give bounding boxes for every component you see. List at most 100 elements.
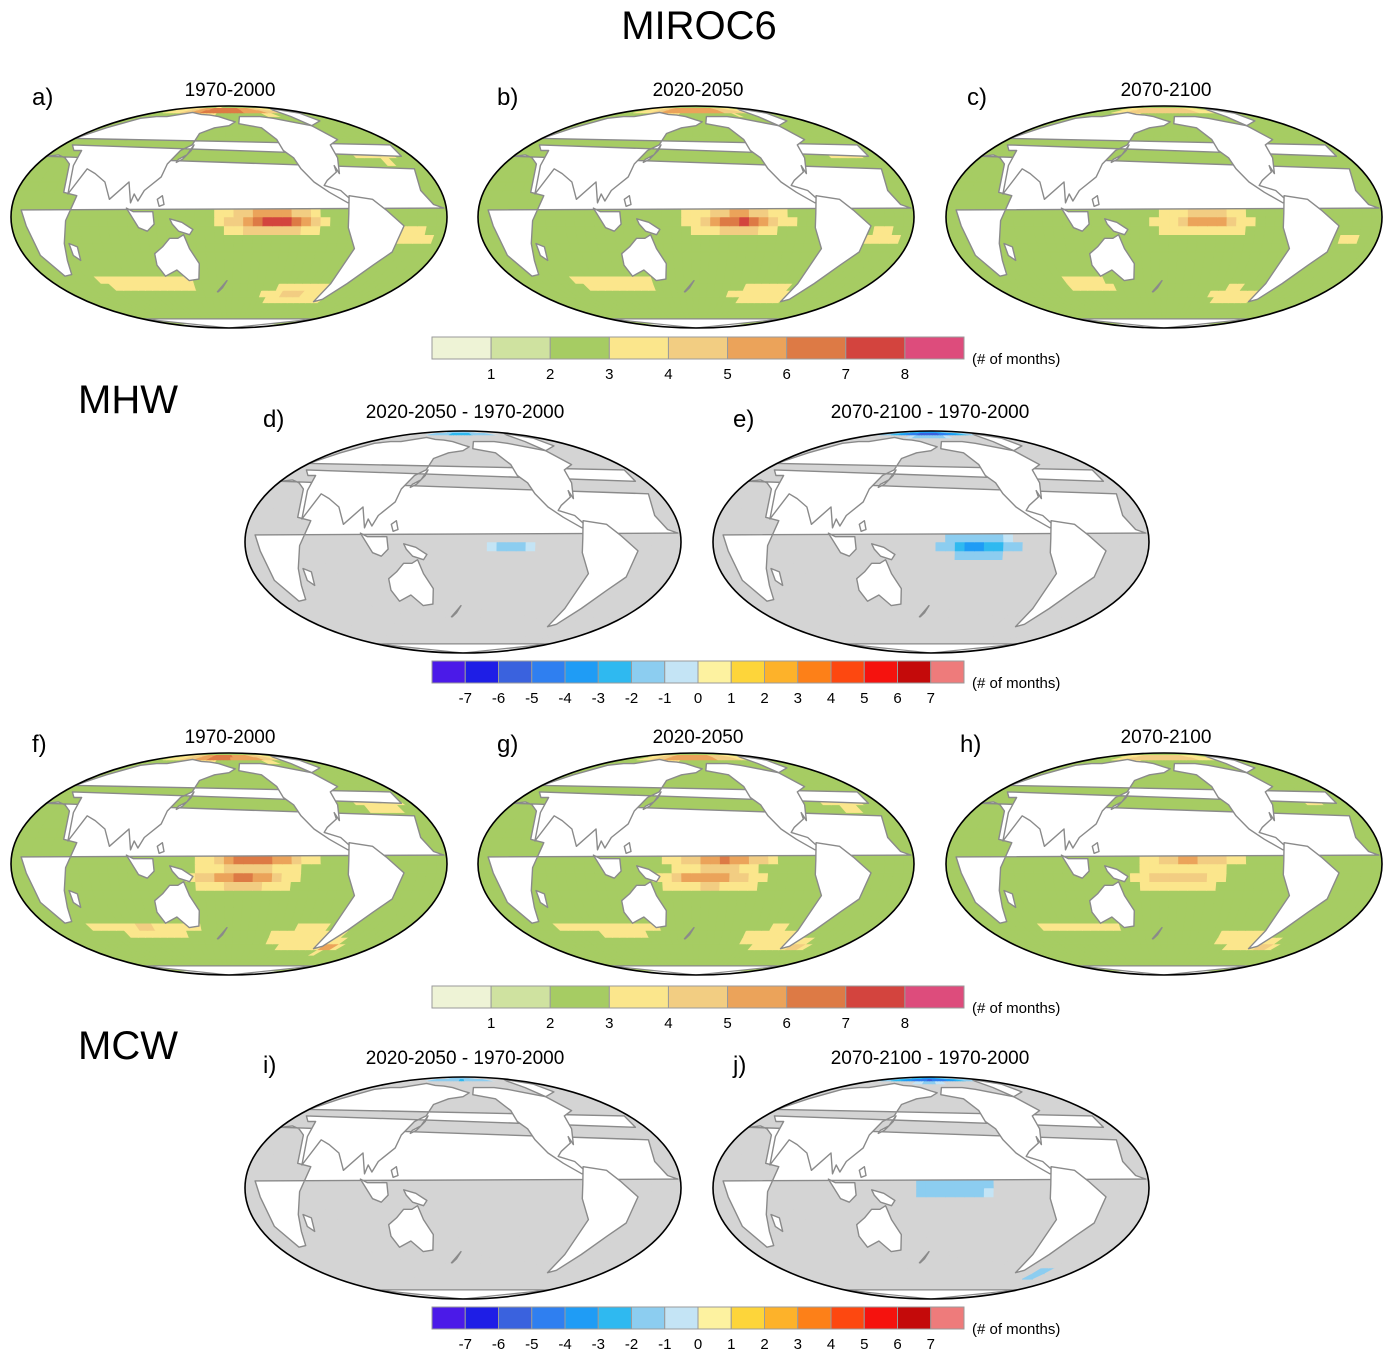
ocean-cell	[726, 251, 738, 261]
ocean-cell	[218, 130, 227, 138]
ocean-cell	[1004, 225, 1017, 235]
panel-h-letter: h)	[960, 731, 982, 758]
ocean-cell	[691, 260, 701, 269]
ocean-cell	[137, 234, 150, 244]
ocean-cell	[270, 243, 282, 253]
ocean-cell	[1146, 130, 1156, 138]
ocean-cell	[225, 302, 233, 309]
ocean-cell	[796, 225, 808, 235]
ocean-cell	[662, 243, 674, 253]
ocean-cell	[691, 268, 701, 277]
ocean-cell	[699, 260, 710, 269]
ocean-cell	[310, 216, 322, 227]
ocean-cell	[460, 637, 466, 643]
ocean-cell	[1265, 207, 1276, 218]
ocean-cell	[1361, 207, 1373, 218]
ocean-cell	[223, 243, 235, 253]
land-mass	[142, 318, 316, 328]
panel-f-letter: f)	[32, 731, 47, 758]
land-mass	[67, 111, 403, 204]
ocean-cell	[1133, 268, 1144, 277]
ocean-cell	[739, 216, 750, 227]
ocean-cell	[748, 225, 760, 235]
ocean-cell	[220, 308, 227, 314]
ocean-cell	[1194, 251, 1206, 261]
ocean-cell	[478, 207, 489, 218]
ocean-cell	[776, 225, 789, 235]
ocean-cell	[1143, 275, 1153, 284]
ocean-cell	[1178, 216, 1189, 227]
ocean-cell	[1160, 302, 1168, 309]
ocean-cell	[1342, 216, 1354, 227]
ocean-cell	[1236, 216, 1247, 227]
ocean-cell	[1150, 260, 1161, 269]
ocean-cell	[535, 216, 547, 227]
ocean-cell	[1144, 283, 1154, 291]
ocean-cell	[1134, 150, 1145, 159]
land-mass	[175, 144, 195, 164]
ocean-cell	[622, 216, 634, 227]
ocean-cell	[458, 608, 468, 616]
ocean-cell	[98, 225, 110, 235]
ocean-cell	[1003, 216, 1015, 227]
ocean-cell	[1176, 260, 1187, 269]
map-panel-d	[244, 430, 682, 654]
ocean-cell	[201, 283, 212, 291]
ocean-cell	[1159, 283, 1169, 291]
ocean-cell	[1371, 216, 1382, 227]
panel-d-period: 2020-2050 - 1970-2000	[365, 402, 565, 423]
ocean-cell	[681, 234, 692, 244]
ocean-cell	[194, 216, 206, 227]
ocean-cell	[1245, 216, 1257, 227]
ocean-cell	[662, 234, 673, 244]
land-mass	[238, 115, 354, 204]
figure-title: MIROC6	[621, 4, 777, 48]
ocean-cell	[994, 199, 1007, 209]
panel-c-period: 2070-2100	[1120, 80, 1212, 101]
section-label-mhw: MHW	[78, 378, 178, 422]
ocean-cell	[1342, 207, 1354, 218]
ocean-cell	[1156, 312, 1163, 318]
ocean-cell	[683, 150, 693, 159]
ocean-cell	[1265, 216, 1276, 227]
ocean-cell	[1243, 234, 1256, 244]
ocean-cell	[232, 275, 242, 284]
land-mass	[216, 279, 228, 293]
ocean-cell	[681, 243, 692, 253]
ocean-cell	[614, 234, 626, 244]
ocean-cell	[252, 234, 263, 244]
ocean-cell	[757, 225, 769, 235]
ocean-cell	[270, 234, 282, 244]
ocean-cell	[459, 633, 467, 639]
ocean-cell	[710, 216, 721, 227]
ocean-cell	[1052, 216, 1063, 227]
ocean-cell	[685, 130, 694, 138]
land-mass	[68, 242, 82, 262]
ocean-cell	[225, 296, 233, 304]
ocean-cell	[709, 225, 721, 235]
ocean-cell	[222, 112, 228, 117]
ocean-cell	[233, 216, 244, 227]
ocean-cell	[1214, 243, 1226, 253]
ocean-cell	[678, 296, 688, 304]
ocean-cell	[1236, 207, 1247, 218]
section-label-mcw: MCW	[78, 1024, 178, 1068]
ocean-cell	[1167, 290, 1176, 298]
ocean-cell	[452, 621, 461, 629]
ocean-cell	[623, 225, 635, 235]
ocean-cell	[1082, 234, 1094, 244]
land-mass	[312, 195, 405, 303]
ocean-cell	[436, 207, 447, 218]
ocean-cell	[1160, 308, 1168, 314]
ocean-cell	[252, 216, 264, 227]
ocean-cell	[707, 275, 717, 284]
ocean-cell	[1207, 216, 1218, 227]
ocean-cell	[59, 199, 72, 209]
map-outline	[10, 105, 448, 329]
ocean-cell	[709, 234, 721, 244]
ocean-cell	[280, 234, 292, 244]
ocean-cell	[1196, 234, 1208, 244]
ocean-cell	[719, 216, 731, 227]
ocean-cell	[673, 260, 684, 269]
ocean-cell	[786, 225, 798, 235]
